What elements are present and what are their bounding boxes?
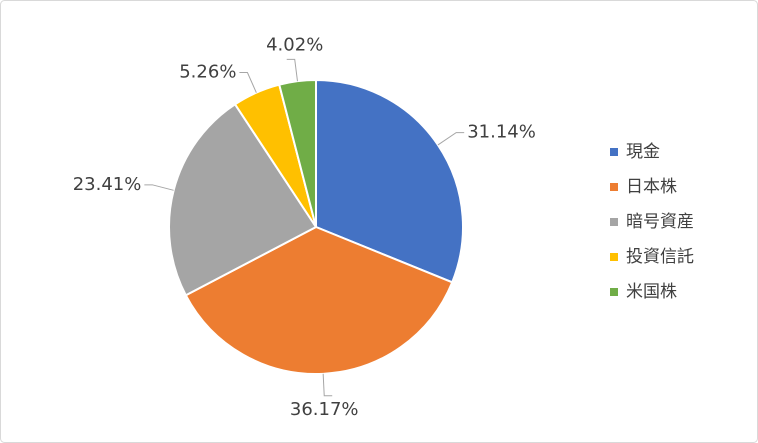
legend-marker [610,148,618,156]
pie-slice [168,102,318,297]
data-label: 36.17% [290,399,359,420]
legend-marker [610,218,618,226]
data-label: 31.14% [467,122,536,143]
legend-label: 現金 [626,142,660,162]
legend-label: 米国株 [626,282,677,302]
pie-slice [278,78,317,228]
legend-label: 投資信託 [626,247,694,267]
leader-line [239,72,257,93]
data-label: 23.41% [73,174,142,195]
data-label: 4.02% [266,34,323,55]
pie-slice [184,225,454,375]
leader-line [322,373,333,397]
leader-line [286,58,298,82]
legend-marker [610,183,618,191]
leader-line [144,184,174,191]
legend-marker [610,288,618,296]
legend-label: 日本株 [626,177,677,197]
leader-line [437,132,465,146]
legend-marker [610,253,618,261]
pie-slice [315,78,464,284]
legend-label: 暗号資産 [626,212,694,232]
data-label: 5.26% [179,62,236,83]
